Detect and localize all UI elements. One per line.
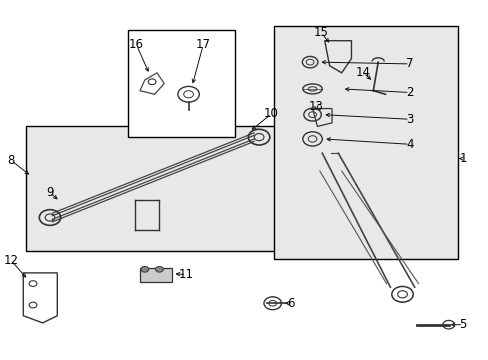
- Text: 6: 6: [286, 297, 294, 310]
- Bar: [140, 267, 171, 282]
- Text: 8: 8: [7, 154, 15, 167]
- Text: 7: 7: [405, 57, 413, 71]
- Bar: [26, 126, 283, 251]
- Circle shape: [155, 266, 163, 272]
- Text: 12: 12: [3, 254, 19, 267]
- Text: 11: 11: [178, 268, 193, 281]
- Text: 9: 9: [46, 186, 54, 199]
- Text: 2: 2: [405, 86, 413, 99]
- Text: 16: 16: [129, 39, 144, 51]
- Text: 3: 3: [406, 113, 413, 126]
- Text: 1: 1: [459, 152, 466, 165]
- Text: 15: 15: [313, 26, 328, 39]
- Circle shape: [141, 266, 148, 272]
- Text: 17: 17: [195, 39, 210, 51]
- Text: 5: 5: [459, 318, 466, 331]
- Text: 4: 4: [405, 138, 413, 151]
- Text: 13: 13: [308, 100, 323, 113]
- Text: 10: 10: [263, 107, 278, 120]
- Bar: [273, 26, 458, 258]
- Bar: [127, 30, 234, 137]
- Text: 14: 14: [355, 66, 370, 79]
